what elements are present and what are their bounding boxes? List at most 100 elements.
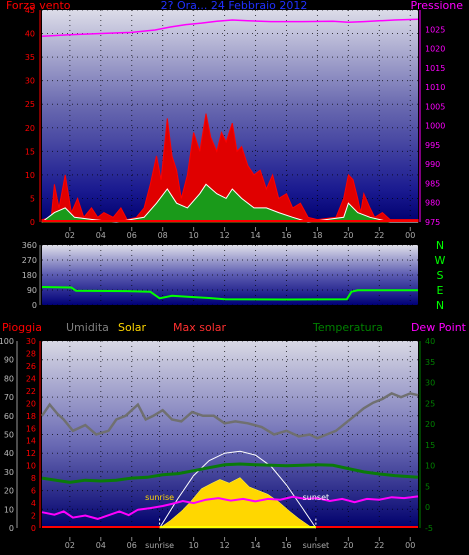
wind-y-label-4: 20 [25,124,35,133]
humidity-y-label-9: 90 [4,356,14,365]
pressure-y-label-6: 1005 [425,102,445,111]
rain-y-label-14: 28 [26,349,36,358]
humidity-y-label-5: 50 [4,431,14,440]
humidity-series-label: Umidita [66,321,109,334]
rain-y-label-7: 14 [26,437,36,446]
climate-x-label-9: 20 [343,541,353,550]
temperature-y-label-9: 40 [425,337,435,346]
pressure-y-label-1: 980 [425,199,440,208]
humidity-y-label-7: 70 [4,393,14,402]
climate-x-label-1: 04 [96,541,106,550]
wind-series-label: Forza vento [6,0,71,12]
pressure-y-label-2: 985 [425,179,440,188]
wind-x-label-1: 04 [96,231,106,240]
direction-y-label-2: 180 [22,271,37,280]
rain-y-label-1: 2 [31,512,36,521]
rain-y-label-3: 6 [31,487,36,496]
climate-x-label-4: 10 [189,541,199,550]
compass-label-3: E [437,284,444,297]
humidity-y-label-6: 60 [4,412,14,421]
rain-y-label-11: 22 [26,387,36,396]
rain-y-label-8: 16 [26,424,36,433]
solar-series-label: Solar [118,321,147,334]
temperature-y-label-8: 35 [425,358,435,367]
pressure-y-label-10: 1025 [425,25,445,34]
climate-x-label-3: sunrise [145,541,174,550]
temperature-y-label-2: 5 [425,482,430,491]
wind-x-label-11: 00 [405,231,415,240]
pressure-y-label-3: 990 [425,160,440,169]
pressure-y-label-0: 975 [425,218,440,227]
wind-x-label-0: 02 [65,231,75,240]
wind-x-label-6: 14 [250,231,260,240]
temperature-y-label-7: 30 [425,379,435,388]
wind-y-label-7: 35 [25,53,35,62]
climate-x-label-2: 06 [127,541,137,550]
compass-label-0: N [436,239,444,252]
climate-x-label-6: 14 [250,541,260,550]
pressure-series-label: Pressione [411,0,464,12]
humidity-y-label-4: 40 [4,449,14,458]
rain-y-label-6: 12 [26,449,36,458]
rain-y-label-9: 18 [26,412,36,421]
chart-title: 2? Ora... 24 Febbraio 2012 [161,0,308,12]
sunset-label: sunset [303,493,330,502]
temperature-y-label-0: -5 [425,524,433,533]
climate-x-label-0: 02 [65,541,75,550]
climate-x-label-5: 12 [219,541,229,550]
daylight-bar [159,526,316,528]
solar-area [158,477,316,529]
climate-x-label-11: 00 [405,541,415,550]
temperature-y-label-1: 0 [425,503,430,512]
humidity-y-label-1: 10 [4,505,14,514]
wind-x-label-9: 20 [343,231,353,240]
wind-x-label-3: 08 [158,231,168,240]
humidity-y-label-2: 20 [4,487,14,496]
humidity-y-label-3: 30 [4,468,14,477]
direction-y-label-0: 0 [32,301,37,310]
rain-y-label-10: 20 [26,399,36,408]
wind-x-label-8: 18 [312,231,322,240]
pressure-y-label-4: 995 [425,141,440,150]
compass-label-4: N [436,299,444,312]
temperature-y-label-5: 20 [425,420,435,429]
rain-y-label-5: 10 [26,462,36,471]
temperature-series-label: Temperatura [312,321,383,334]
wind-y-label-1: 5 [30,194,35,203]
dew-point-line [41,495,419,520]
pressure-line [41,18,419,37]
pressure-y-label-9: 1020 [425,45,445,54]
humidity-y-label-0: 0 [9,524,14,533]
rain-y-label-12: 24 [26,374,36,383]
rain-y-label-15: 30 [26,337,36,346]
pressure-y-label-7: 1010 [425,83,445,92]
dew-point-series-label: Dew Point [411,321,467,334]
wind-x-label-7: 16 [281,231,291,240]
sunrise-label: sunrise [145,493,174,502]
rain-y-label-13: 26 [26,362,36,371]
wind-y-label-2: 10 [25,171,35,180]
max-solar-line [159,450,317,529]
wind-y-label-5: 25 [25,100,35,109]
temperature-y-label-4: 15 [425,441,435,450]
wind-y-label-0: 0 [30,218,35,227]
rain-y-label-0: 0 [31,524,36,533]
climate-x-label-7: 16 [281,541,291,550]
humidity-y-label-10: 100 [0,337,14,346]
wind-y-label-3: 15 [25,147,35,156]
wind-x-label-4: 10 [189,231,199,240]
direction-line [41,286,418,301]
compass-label-1: W [435,254,446,267]
direction-y-label-4: 360 [22,241,37,250]
wind-y-label-8: 40 [25,30,35,39]
rain-series-label: Pioggia [2,321,42,334]
humidity-line [40,392,419,440]
direction-y-label-1: 90 [27,286,37,295]
climate-x-label-8: sunset [303,541,330,550]
pressure-y-label-5: 1000 [425,122,445,131]
direction-y-label-3: 270 [22,256,37,265]
temperature-line [41,462,419,484]
max-solar-series-label: Max solar [173,321,226,334]
temperature-y-label-6: 25 [425,399,435,408]
gust-area [41,113,419,223]
